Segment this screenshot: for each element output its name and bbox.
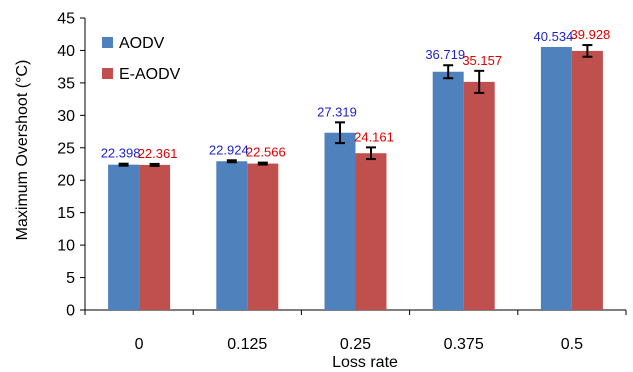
data-label-e-aodv: 24.161 xyxy=(354,129,394,144)
y-tick-label: 10 xyxy=(57,238,75,255)
y-tick-label: 5 xyxy=(66,270,75,287)
data-label-aodv: 22.924 xyxy=(209,142,249,157)
data-label-e-aodv: 35.157 xyxy=(462,53,502,68)
bar-e-aodv xyxy=(463,81,495,310)
data-label-e-aodv: 22.566 xyxy=(246,145,286,160)
y-tick-label: 25 xyxy=(57,140,75,157)
legend-item-e-aodv: E-AODV xyxy=(102,66,181,83)
bar-aodv xyxy=(108,164,140,310)
y-tick-label: 30 xyxy=(57,108,75,125)
legend: AODV E-AODV xyxy=(102,35,181,83)
y-axis-title: Maximum Overshoot (°C) xyxy=(14,60,31,241)
y-ticks: 0 5 10 15 20 25 30 35 40 45 xyxy=(57,11,85,320)
x-tick-label: 0.125 xyxy=(227,336,267,353)
y-tick-label: 15 xyxy=(57,205,75,222)
y-tick-label: 40 xyxy=(57,43,75,60)
data-label-aodv: 40.534 xyxy=(534,29,574,44)
data-label-aodv: 36.719 xyxy=(425,47,465,62)
legend-swatch-e-aodv xyxy=(102,68,113,79)
error-bars xyxy=(118,44,593,167)
data-label-e-aodv: 22.361 xyxy=(138,146,178,161)
legend-label-aodv: AODV xyxy=(119,35,165,52)
legend-label-e-aodv: E-AODV xyxy=(119,66,181,83)
data-label-aodv: 22.398 xyxy=(101,146,141,161)
bar-aodv xyxy=(324,132,356,310)
y-tick-label: 20 xyxy=(57,173,75,190)
bar-e-aodv xyxy=(247,163,279,310)
bar-aodv xyxy=(540,46,572,311)
data-label-aodv: 27.319 xyxy=(317,104,357,119)
x-tick-label: 0.25 xyxy=(340,336,371,353)
bar-e-aodv xyxy=(139,164,171,310)
bar-aodv xyxy=(432,71,464,310)
x-tick-label: 0 xyxy=(135,336,144,353)
x-tick-label: 0.5 xyxy=(561,336,583,353)
bar-e-aodv xyxy=(355,153,387,310)
bars xyxy=(108,46,603,311)
y-tick-label: 35 xyxy=(57,75,75,92)
legend-swatch-aodv xyxy=(102,37,113,48)
data-label-e-aodv: 39.928 xyxy=(571,27,611,42)
y-tick-label: 0 xyxy=(66,303,75,320)
y-tick-label: 45 xyxy=(57,11,75,28)
bar-aodv xyxy=(216,161,248,310)
x-tick-label: 0.375 xyxy=(444,336,484,353)
x-ticks: 0 0.125 0.25 0.375 0.5 xyxy=(84,310,627,353)
legend-item-aodv: AODV xyxy=(102,35,165,52)
x-axis-title: Loss rate xyxy=(332,354,398,371)
bar-e-aodv xyxy=(571,50,603,310)
